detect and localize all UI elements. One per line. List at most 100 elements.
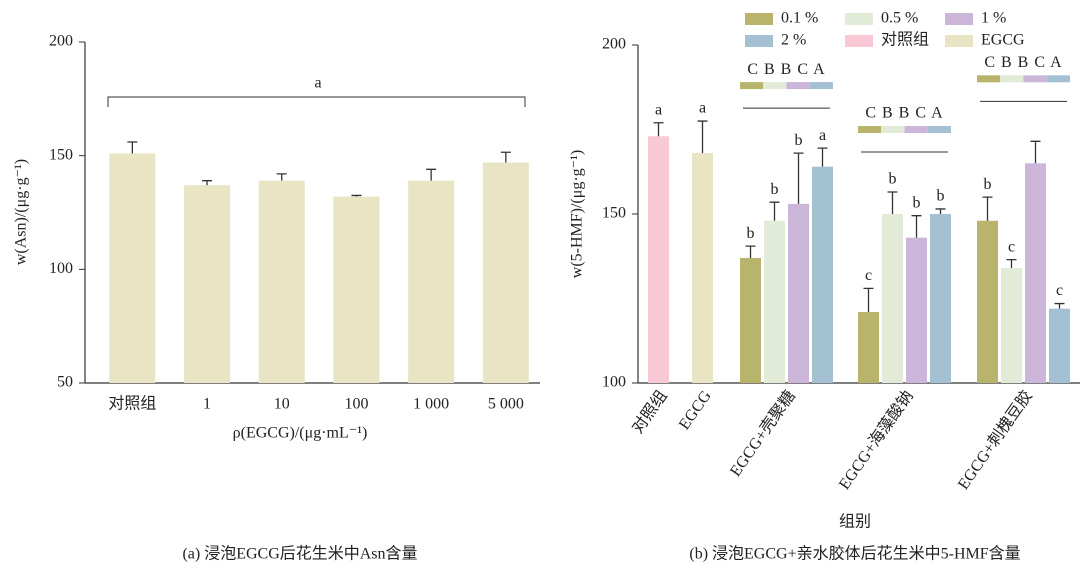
bar bbox=[184, 185, 231, 383]
error-bar bbox=[653, 122, 664, 137]
bar bbox=[740, 257, 761, 383]
y-tick-label: 100 bbox=[49, 260, 73, 277]
significance-letter: b bbox=[937, 188, 945, 205]
error-bar bbox=[745, 245, 756, 258]
significance-letter: b bbox=[795, 132, 803, 149]
legend-label: 对照组 bbox=[881, 31, 929, 49]
error-bar bbox=[793, 152, 804, 204]
error-bar bbox=[911, 215, 922, 238]
group-strip bbox=[858, 126, 882, 134]
bracket bbox=[107, 96, 526, 107]
significance-letter: c bbox=[865, 267, 872, 284]
group-label: C B B C A bbox=[984, 54, 1062, 71]
bar bbox=[788, 203, 809, 383]
x-tick-label: EGCG+刺槐豆胶 bbox=[954, 387, 1036, 493]
error-bar bbox=[817, 147, 828, 167]
error-bar bbox=[935, 208, 946, 214]
error-bar bbox=[887, 191, 898, 214]
significance-letter: b bbox=[913, 194, 921, 211]
x-tick-label: 10 bbox=[274, 396, 290, 413]
caption: (a) 浸泡EGCG后花生米中Asn含量 bbox=[182, 545, 417, 563]
bar bbox=[930, 214, 951, 383]
legend-swatch bbox=[745, 35, 773, 47]
group-strip bbox=[904, 126, 928, 134]
legend-swatch bbox=[845, 13, 873, 25]
significance-letter: c bbox=[1056, 282, 1063, 299]
error-bar bbox=[863, 287, 874, 313]
caption: (b) 浸泡EGCG+亲水胶体后花生米中5-HMF含量 bbox=[689, 545, 1020, 563]
x-tick-label: 100 bbox=[344, 396, 368, 413]
bar bbox=[1025, 163, 1046, 383]
legend-swatch bbox=[745, 13, 773, 25]
group-strip bbox=[786, 82, 810, 90]
significance-letter: a bbox=[699, 100, 706, 117]
group-strip bbox=[809, 82, 833, 90]
bar bbox=[977, 220, 998, 383]
y-tick-label: 150 bbox=[49, 146, 73, 163]
bar bbox=[812, 166, 833, 383]
legend-label: 2 % bbox=[781, 32, 806, 49]
error-bar bbox=[697, 120, 708, 154]
bar bbox=[764, 220, 785, 383]
bar bbox=[858, 312, 879, 383]
x-axis-label: ρ(EGCG)/(μg·mL⁻¹) bbox=[233, 425, 368, 442]
bar bbox=[109, 153, 156, 383]
significance-letter: b bbox=[747, 225, 755, 242]
error-bar bbox=[1006, 258, 1017, 269]
bar bbox=[648, 136, 669, 383]
significance-letter: b bbox=[984, 176, 992, 193]
error-bar bbox=[500, 151, 511, 163]
legend-swatch bbox=[845, 35, 873, 47]
x-tick-label: 1 000 bbox=[413, 396, 449, 413]
group-strip bbox=[1046, 75, 1070, 83]
significance-letter: b bbox=[771, 181, 779, 198]
bar bbox=[482, 162, 529, 383]
y-axis-label: w(5-HMF)/(μg·g⁻¹) bbox=[569, 150, 586, 278]
group-strip bbox=[740, 82, 764, 90]
group-strip bbox=[1000, 75, 1024, 83]
significance-letter: a bbox=[655, 101, 662, 118]
x-tick-label: 对照组 bbox=[628, 387, 670, 437]
y-tick-label: 100 bbox=[602, 374, 626, 391]
bar bbox=[1001, 268, 1022, 383]
legend-label: EGCG bbox=[981, 32, 1025, 49]
group-label: C B B C A bbox=[747, 61, 825, 78]
y-tick-label: 200 bbox=[49, 33, 73, 50]
bar bbox=[692, 153, 713, 383]
group-strip bbox=[1023, 75, 1047, 83]
error-bar bbox=[1054, 302, 1065, 309]
x-tick-label: 5 000 bbox=[488, 396, 524, 413]
group-label: C B B C A bbox=[865, 105, 943, 122]
legend-swatch bbox=[945, 35, 973, 47]
y-tick-label: 50 bbox=[57, 374, 73, 391]
bar bbox=[882, 214, 903, 383]
significance-letter: b bbox=[889, 171, 897, 188]
x-tick-label: EGCG+海藻酸钠 bbox=[835, 387, 917, 493]
x-axis-label: 组别 bbox=[839, 513, 871, 531]
error-bar bbox=[276, 173, 287, 181]
group-strip bbox=[977, 75, 1001, 83]
error-bar bbox=[202, 180, 213, 186]
bar bbox=[408, 180, 455, 383]
group-strip bbox=[881, 126, 905, 134]
legend-label: 1 % bbox=[981, 10, 1006, 27]
x-tick-label: EGCG bbox=[676, 387, 715, 433]
group-strip bbox=[763, 82, 787, 90]
error-bar bbox=[127, 141, 138, 154]
annotation: a bbox=[314, 75, 321, 92]
error-bar bbox=[351, 194, 362, 197]
legend-label: 0.1 % bbox=[781, 10, 818, 27]
bar bbox=[258, 180, 305, 383]
x-tick-label: 对照组 bbox=[108, 395, 156, 413]
error-bar bbox=[1030, 140, 1041, 164]
bar bbox=[906, 237, 927, 383]
significance-letter: c bbox=[1008, 238, 1015, 255]
error-bar bbox=[426, 168, 437, 181]
group-strip bbox=[927, 126, 951, 134]
bar bbox=[333, 196, 380, 383]
legend-label: 0.5 % bbox=[881, 10, 918, 27]
error-bar bbox=[982, 196, 993, 221]
y-tick-label: 150 bbox=[602, 205, 626, 222]
y-axis-label: w(Asn)/(μg·g⁻¹) bbox=[13, 159, 30, 265]
